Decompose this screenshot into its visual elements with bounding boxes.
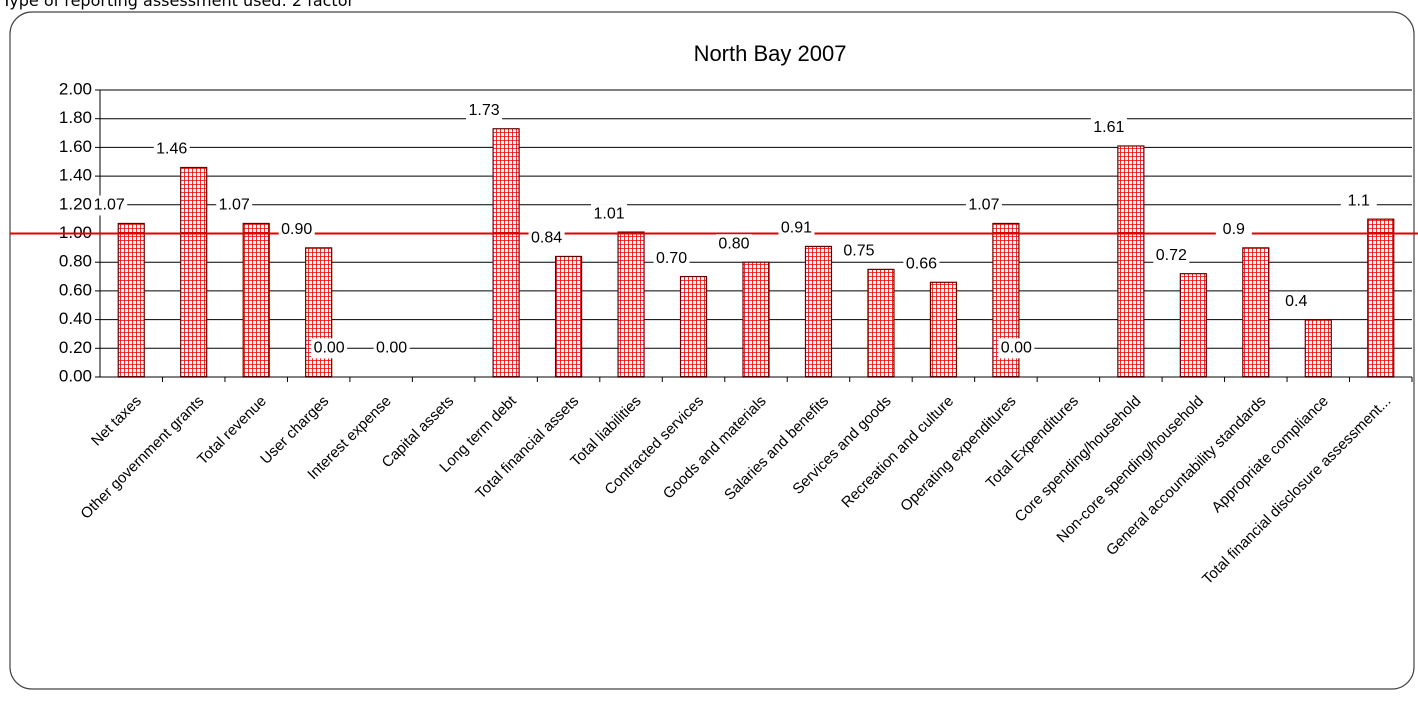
label-bg	[153, 139, 190, 160]
bar	[679, 275, 708, 378]
bar	[929, 281, 958, 378]
label-bg	[903, 254, 940, 275]
bar	[242, 222, 270, 378]
label-bg	[1153, 245, 1190, 266]
data-label: 0.66	[906, 256, 937, 273]
label-bg	[965, 195, 1002, 216]
label-bg	[216, 195, 253, 216]
data-label: 0.91	[781, 220, 812, 237]
data-label: 0.75	[843, 243, 874, 260]
label-bg	[1090, 117, 1127, 138]
data-label: 0.00	[314, 340, 345, 357]
label-bg	[1340, 191, 1377, 212]
data-label: 1.01	[593, 205, 624, 222]
label-bg	[1278, 291, 1315, 312]
bar	[867, 268, 895, 378]
bar	[1179, 273, 1207, 378]
data-label: 1.46	[156, 141, 187, 158]
bar	[1304, 319, 1332, 378]
page-header: Type of reporting assessment used: 2 fac…	[2, 0, 355, 10]
data-label: 1.61	[1093, 119, 1124, 136]
bar	[180, 166, 208, 378]
y-tick-label: 1.80	[59, 108, 92, 127]
y-tick-label: 1.40	[59, 166, 92, 185]
bar	[1242, 247, 1270, 378]
y-tick-label: 1.00	[59, 223, 92, 242]
bar	[492, 128, 520, 378]
bar	[742, 261, 770, 378]
y-tick-label: 2.00	[59, 79, 92, 98]
label-bg	[840, 241, 877, 262]
y-tick-label: 0.20	[59, 338, 92, 357]
y-tick-label: 1.20	[59, 194, 92, 213]
chart-frame	[9, 11, 1415, 690]
data-label: 1.07	[968, 197, 999, 214]
label-bg	[591, 204, 628, 225]
data-label: 1.73	[469, 102, 500, 119]
bar	[617, 231, 645, 378]
data-label: 0.00	[1001, 340, 1032, 357]
y-tick-label: 1.60	[59, 137, 92, 156]
label-bg	[653, 248, 690, 269]
label-bg	[466, 100, 503, 121]
data-label: 1.07	[219, 197, 250, 214]
bar	[804, 245, 833, 378]
label-bg	[1215, 219, 1252, 240]
data-label: 0.90	[281, 221, 312, 238]
data-label: 0.72	[1156, 247, 1187, 264]
data-label: 0.84	[531, 230, 562, 247]
data-label: 1.1	[1348, 192, 1370, 209]
bar	[117, 222, 145, 378]
y-tick-label: 0.00	[59, 366, 92, 385]
label-bg	[278, 219, 315, 240]
label-bg	[716, 234, 752, 255]
y-tick-label: 0.40	[59, 309, 92, 328]
label-bg	[373, 338, 410, 359]
data-label: 0.9	[1223, 221, 1245, 238]
y-tick-label: 0.60	[59, 280, 92, 299]
chart-title: North Bay 2007	[694, 41, 847, 66]
label-bg	[311, 338, 348, 359]
data-label: 0.4	[1285, 293, 1307, 310]
data-label: 0.70	[656, 250, 687, 267]
bar	[1117, 145, 1145, 378]
data-label: 0.80	[718, 235, 749, 252]
label-bg	[528, 228, 565, 249]
data-label: 1.07	[94, 197, 125, 214]
data-label: 0.00	[376, 340, 407, 357]
label-bg	[778, 218, 815, 239]
y-tick-label: 0.80	[59, 252, 92, 271]
bar	[554, 255, 583, 378]
label-bg	[91, 195, 128, 216]
bar	[1367, 218, 1395, 378]
label-bg	[998, 338, 1035, 359]
